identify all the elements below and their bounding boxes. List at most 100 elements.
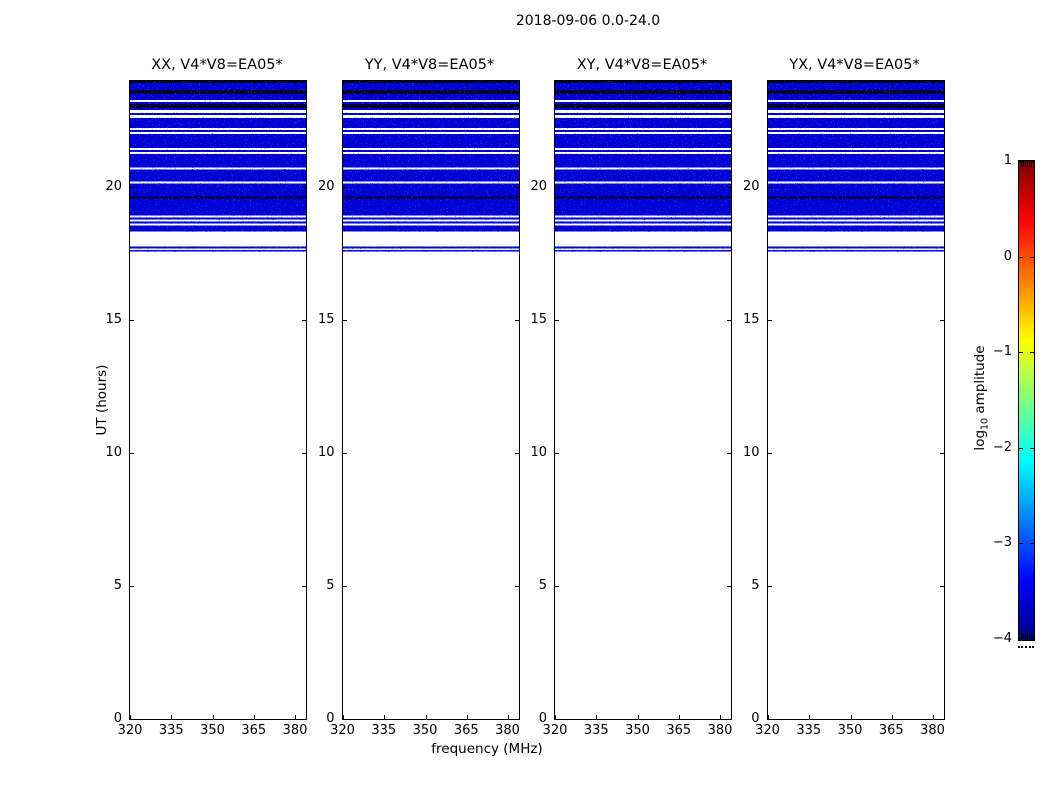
y-tick-label: 5	[751, 578, 760, 594]
x-tick-label: 320	[755, 723, 780, 738]
colorbar-tick-mark	[1030, 638, 1034, 639]
x-tick-label: 350	[412, 723, 438, 738]
heatmap-band-noise	[555, 183, 731, 197]
colorbar-edge-dots	[1018, 646, 1034, 648]
heatmap-svg	[342, 81, 519, 719]
x-tick-label: 335	[158, 723, 184, 738]
y-tick-label: 15	[530, 312, 547, 328]
heatmap-band-noise	[130, 217, 306, 220]
heatmap-band-noise	[555, 82, 731, 90]
y-tick-label: 0	[326, 711, 335, 726]
colorbar-comb-mark	[1023, 633, 1024, 639]
heatmap-band-dark	[130, 89, 306, 94]
heatmap-band-dark	[555, 81, 731, 83]
colorbar-tick-label: −3	[992, 535, 1012, 551]
x-tick-label: 365	[666, 723, 692, 738]
y-tick-label: 20	[530, 179, 547, 195]
heatmap-band-noise	[342, 101, 519, 104]
heatmap-panel	[766, 80, 945, 720]
heatmap-band-noise	[767, 82, 944, 90]
heatmap-band-noise	[342, 82, 519, 90]
heatmap-band-noise	[130, 225, 306, 232]
heatmap-band-noise	[767, 129, 944, 132]
heatmap-band-noise	[342, 149, 519, 152]
heatmap-band-noise	[342, 93, 519, 100]
heatmap-band-noise	[767, 217, 944, 220]
y-tick-label: 15	[105, 312, 122, 328]
heatmap-band-dark	[767, 89, 944, 94]
colorbar-comb-mark	[1029, 633, 1030, 639]
heatmap-band-noise	[555, 169, 731, 182]
y-tick-label: 0	[538, 711, 547, 726]
heatmap-band-dark	[130, 81, 306, 83]
colorbar-tick-mark	[1030, 352, 1034, 354]
heatmap-band-noise	[555, 221, 731, 224]
heatmap-band-noise	[342, 183, 519, 197]
x-tick-label: 365	[241, 723, 267, 738]
heatmap-band-noise	[130, 112, 306, 115]
colorbar-tick-mark	[1030, 256, 1034, 258]
colorbar-comb-mark	[1027, 633, 1028, 639]
heatmap-band-noise	[767, 117, 944, 128]
y-axis-label: UT (hours)	[94, 364, 110, 436]
y-tick-label: 10	[742, 445, 760, 461]
heatmap-band-noise	[555, 198, 731, 216]
y-tick-label: 5	[113, 578, 122, 594]
heatmap-band-noise	[555, 133, 731, 148]
figure-title: 2018-09-06 0.0-24.0	[515, 13, 661, 29]
x-tick-label: 350	[837, 723, 863, 738]
heatmap-svg	[555, 81, 731, 719]
heatmap-band-noise	[555, 249, 731, 252]
heatmap-band-noise	[130, 221, 306, 224]
heatmap-band-noise	[130, 169, 306, 182]
y-tick-label: 10	[317, 445, 335, 461]
heatmap-band-dark	[342, 103, 519, 108]
x-tick-label: 380	[707, 723, 733, 738]
x-tick-label: 380	[920, 723, 945, 738]
heatmap-band-noise	[555, 129, 731, 132]
y-tick-label: 20	[105, 179, 122, 195]
x-tick-label: 320	[542, 723, 568, 738]
y-tick-label: 20	[317, 179, 335, 195]
heatmap-band-noise	[342, 153, 519, 168]
heatmap-band-noise	[767, 221, 944, 224]
panel-title: XX, V4*V8=EA05*	[151, 57, 283, 73]
heatmap-band-noise	[130, 101, 306, 104]
heatmap-band-noise	[130, 249, 306, 252]
heatmap-band-noise	[767, 183, 944, 197]
colorbar-comb-mark	[1025, 633, 1026, 639]
heatmap-band-noise	[555, 101, 731, 104]
colorbar-tick-mark	[1019, 256, 1023, 258]
y-tick-label: 0	[751, 711, 760, 726]
heatmap-band-dark	[555, 196, 731, 199]
colorbar-comb-mark	[1025, 161, 1026, 167]
x-tick-label: 380	[282, 723, 308, 738]
x-tick-label: 335	[371, 723, 397, 738]
heatmap-band-noise	[555, 112, 731, 115]
heatmap-band-noise	[767, 225, 944, 232]
heatmap-band-noise	[767, 93, 944, 100]
colorbar-tick-mark	[1019, 352, 1023, 354]
heatmap-band-noise	[767, 112, 944, 115]
heatmap-band-dark	[767, 103, 944, 108]
colorbar-comb-mark	[1021, 161, 1022, 167]
heatmap-band-noise	[555, 93, 731, 100]
x-tick-label: 335	[583, 723, 609, 738]
y-tick-label: 15	[742, 312, 760, 328]
heatmap-band-dark	[130, 196, 306, 199]
heatmap-band-noise	[767, 249, 944, 252]
heatmap-band-noise	[342, 221, 519, 224]
colorbar-tick-label: −1	[992, 344, 1012, 360]
x-tick-label: 365	[878, 723, 904, 738]
heatmap-band-dark	[342, 89, 519, 94]
colorbar-comb-mark	[1031, 161, 1032, 167]
heatmap-svg	[767, 81, 944, 719]
colorbar-comb-mark	[1027, 161, 1028, 167]
x-tick-label: 350	[625, 723, 650, 738]
heatmap-band-dark	[767, 196, 944, 199]
colorbar-tick-label: −4	[992, 631, 1012, 646]
colorbar-comb-mark	[1031, 633, 1032, 639]
colorbar-comb-mark	[1023, 161, 1024, 167]
heatmap-band-noise	[555, 117, 731, 128]
